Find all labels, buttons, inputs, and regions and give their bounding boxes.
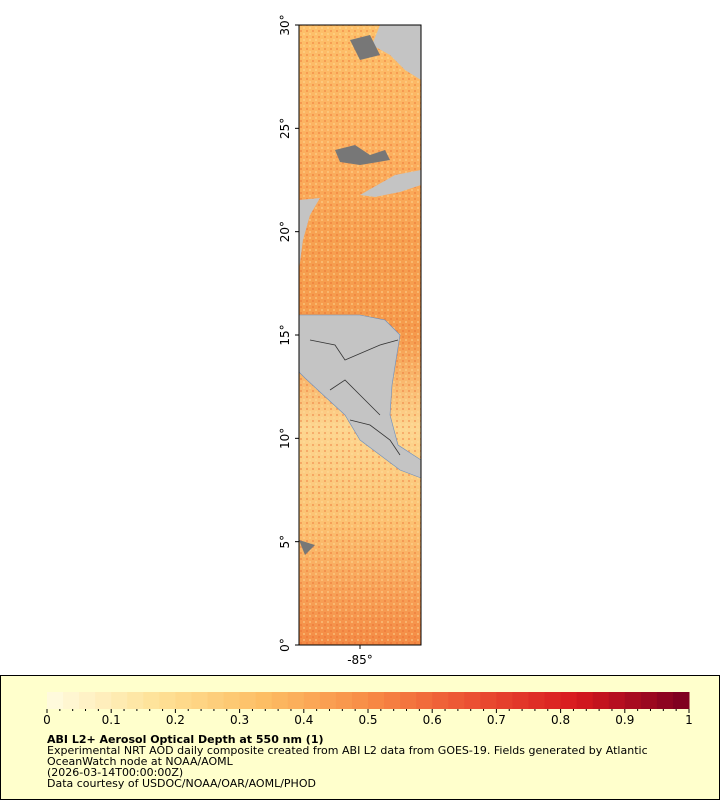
legend-line: (2026-03-14T00:00:00Z) <box>47 766 183 779</box>
legend-title: ABI L2+ Aerosol Optical Depth at 550 nm … <box>47 733 324 746</box>
colorbar-step <box>480 692 497 709</box>
colorbar-step <box>111 692 128 709</box>
border <box>309 339 401 456</box>
colorbar-tick-label: 0.7 <box>487 713 506 727</box>
colorbar-step <box>432 692 449 709</box>
land <box>299 198 320 270</box>
colorbar-step <box>159 692 176 709</box>
colorbar-step <box>207 692 225 709</box>
colorbar-step <box>368 692 385 709</box>
colorbar-step <box>223 692 241 709</box>
y-tick-label: 0° <box>278 638 292 652</box>
y-tick-label: 30° <box>278 14 292 35</box>
colorbar-step <box>496 692 513 709</box>
colorbar-step <box>608 692 626 709</box>
colorbar-step <box>303 692 321 709</box>
colorbar-tick-label: 0.6 <box>423 713 442 727</box>
x-axis: -85° <box>347 645 373 667</box>
colorbar-step <box>79 692 96 709</box>
colorbar-step <box>672 692 690 709</box>
colorbar-tick-label: 1 <box>685 713 693 727</box>
colorbar-step <box>448 692 465 709</box>
colorbar-step <box>271 692 289 709</box>
colorbar-step <box>47 692 64 709</box>
colorbar-tick-label: 0.4 <box>294 713 313 727</box>
colorbar-step <box>560 692 578 709</box>
colorbar-step <box>143 692 160 709</box>
colorbar-tick-label: 0.8 <box>551 713 570 727</box>
colorbar-step <box>351 692 369 709</box>
land <box>360 170 421 197</box>
colorbar-step <box>624 692 642 709</box>
colorbar-tick-label: 0 <box>43 713 51 727</box>
map-area <box>298 24 422 646</box>
colorbar-tick-label: 0.5 <box>358 713 377 727</box>
land <box>372 25 421 80</box>
colorbar-tick-label: 0.3 <box>230 713 249 727</box>
colorbar-step <box>640 692 658 709</box>
colorbar-step <box>319 692 337 709</box>
colorbar-step <box>239 692 257 709</box>
colorbar-step <box>656 692 674 709</box>
colorbar-step <box>592 692 610 709</box>
colorbar-step <box>255 692 273 709</box>
x-tick-label: -85° <box>347 653 373 667</box>
colorbar-step <box>400 692 417 709</box>
y-axis: 0° 5° 10° 15° 20° 25° 30° <box>278 14 299 652</box>
y-tick-label: 25° <box>278 118 292 139</box>
y-tick-label: 10° <box>278 428 292 449</box>
colorbar-step <box>464 692 481 709</box>
colorbar-step <box>63 692 80 709</box>
colorbar-step <box>416 692 433 709</box>
colorbar-step <box>95 692 112 709</box>
legend-line: Experimental NRT AOD daily composite cre… <box>47 744 648 757</box>
colorbar-tick-label: 0.9 <box>615 713 634 727</box>
colorbar-step <box>544 692 562 709</box>
legend-line: OceanWatch node at NOAA/AOML <box>47 755 234 768</box>
colorbar-step <box>191 692 208 709</box>
y-tick-label: 20° <box>278 221 292 242</box>
colorbar: 0 0.1 0.2 0.3 0.4 0.5 0.6 0.7 0.8 0.9 1 <box>43 692 693 727</box>
y-tick-label: 15° <box>278 324 292 345</box>
colorbar-step <box>576 692 594 709</box>
colorbar-step <box>512 692 529 709</box>
colorbar-step <box>384 692 401 709</box>
y-tick-label: 5° <box>278 535 292 549</box>
colorbar-step <box>127 692 144 709</box>
colorbar-step <box>528 692 546 709</box>
colorbar-tick-label: 0.2 <box>166 713 185 727</box>
colorbar-step <box>335 692 353 709</box>
colorbar-tick-label: 0.1 <box>102 713 121 727</box>
legend-line: Data courtesy of USDOC/NOAA/OAR/AOML/PHO… <box>47 777 316 790</box>
colorbar-step <box>287 692 305 709</box>
colorbar-step <box>175 692 192 709</box>
